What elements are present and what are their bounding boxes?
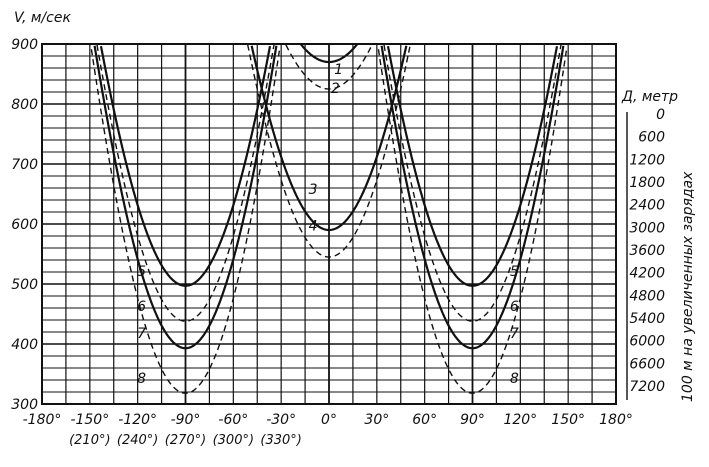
right-axis-tick-label: 3000 xyxy=(629,220,665,236)
right-axis-tick-label: 4200 xyxy=(629,266,665,282)
right-axis-tick-label: 3600 xyxy=(629,243,665,259)
curve-label-6: 6 xyxy=(510,299,519,315)
curve-label-3: 3 xyxy=(309,182,318,198)
x-tick-label-secondary: (210°) xyxy=(69,433,110,448)
curve-label-7: 7 xyxy=(510,326,519,342)
x-tick-label-secondary: (300°) xyxy=(213,433,254,448)
curve-1 xyxy=(300,43,358,64)
x-tick-label: 180° xyxy=(599,412,633,428)
right-axis-tick-label: 2400 xyxy=(629,198,665,214)
right-axis-tick-label: 1200 xyxy=(629,152,665,168)
x-tick-label: 60° xyxy=(412,412,437,428)
y-tick-label: 300 xyxy=(11,397,38,413)
y-tick-label: 800 xyxy=(11,97,38,113)
curve-5 xyxy=(99,45,272,287)
y-tick-label: 400 xyxy=(11,337,38,353)
curve-label-5: 5 xyxy=(137,264,146,280)
curve-7 xyxy=(93,45,278,350)
right-axis-title: Д, метр xyxy=(621,89,678,105)
curve-label-4: 4 xyxy=(309,219,318,235)
plot-frame xyxy=(41,43,617,405)
y-axis-title: V, м/сек xyxy=(14,10,71,26)
curve-label-2: 2 xyxy=(331,81,340,97)
curve-label-1: 1 xyxy=(334,62,343,78)
curve-6 xyxy=(96,44,275,322)
right-axis-tick-label: 7200 xyxy=(629,379,665,395)
x-tick-label: 0° xyxy=(321,412,337,428)
x-tick-label: -180° xyxy=(23,412,62,428)
curve-5 xyxy=(386,45,559,287)
x-tick-label: 150° xyxy=(551,412,585,428)
x-tick-label: -90° xyxy=(171,412,201,428)
right-axis-tick-label: 6600 xyxy=(629,356,665,372)
right-axis-tick-label: 0 xyxy=(656,107,665,123)
right-axis-tick-label: 600 xyxy=(638,130,665,146)
right-axis-tick-label: 5400 xyxy=(629,311,665,327)
x-tick-label: -150° xyxy=(70,412,109,428)
x-tick-label-secondary: (330°) xyxy=(260,433,301,448)
curve-8 xyxy=(377,49,568,394)
right-axis-label: 100 м на увеличенных зарядах xyxy=(680,171,696,402)
x-tick-label-secondary: (270°) xyxy=(165,433,206,448)
y-tick-label: 600 xyxy=(11,217,38,233)
curve-label-8: 8 xyxy=(137,371,146,387)
curve-label-7: 7 xyxy=(137,326,146,342)
curve-label-6: 6 xyxy=(137,299,146,315)
x-tick-label: -120° xyxy=(118,412,157,428)
right-axis-tick-label: 4800 xyxy=(629,288,665,304)
curve-7 xyxy=(380,45,565,350)
y-tick-label: 900 xyxy=(11,37,38,53)
right-axis-tick-label: 1800 xyxy=(629,175,665,191)
curves xyxy=(90,43,568,394)
x-tick-label: 120° xyxy=(503,412,537,428)
curve-8 xyxy=(90,49,281,394)
curve-label-5: 5 xyxy=(510,264,519,280)
curve-6 xyxy=(383,44,562,322)
y-tick-label: 500 xyxy=(11,277,38,293)
curve-4 xyxy=(246,44,412,258)
right-axis-tick-label: 6000 xyxy=(629,334,665,350)
x-tick-label: -60° xyxy=(218,412,248,428)
labels: 900 800 700 600 500 400 300-180° -150° -120° -90°… xyxy=(11,37,665,448)
x-tick-label: 30° xyxy=(364,412,389,428)
curve-3 xyxy=(250,45,408,232)
curve-2 xyxy=(285,44,373,90)
x-tick-label: -30° xyxy=(266,412,296,428)
curve-label-8: 8 xyxy=(510,371,519,387)
x-tick-label-secondary: (240°) xyxy=(117,433,158,448)
y-tick-label: 700 xyxy=(11,157,38,173)
x-tick-label: 90° xyxy=(460,412,485,428)
